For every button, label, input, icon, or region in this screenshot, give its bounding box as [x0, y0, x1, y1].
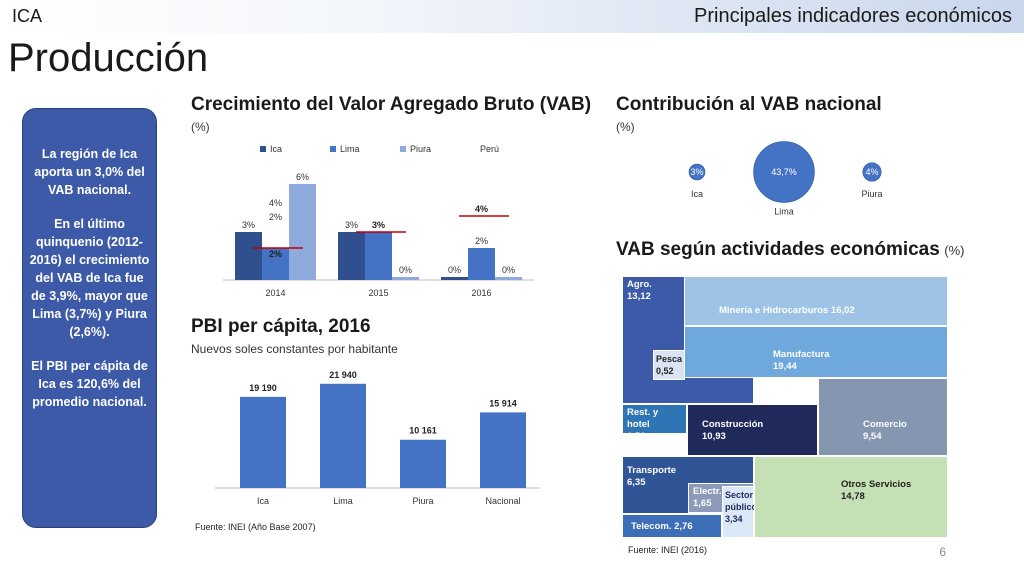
bubble-label-ica: Ica [691, 189, 703, 199]
data-label-ica-2016: 0% [448, 265, 461, 275]
treemap-cell-sector-publico: Sector público 3,34 [722, 486, 757, 538]
data-label-piura-2016: 0% [502, 265, 515, 275]
region-label: ICA [12, 6, 43, 26]
pbi-source: Fuente: INEI (Año Base 2007) [195, 522, 316, 532]
summary-paragraph-2: En el último quinquenio (2012-2016) el c… [29, 217, 150, 339]
top-header-bar [0, 0, 1024, 33]
x-tick-2015: 2015 [368, 288, 388, 298]
pbi-value-ica: 19 190 [249, 383, 277, 393]
legend-label-piura: Piura [410, 144, 431, 154]
peru-label-2014: 2% [269, 249, 282, 259]
bar-lima-2014 [262, 248, 289, 280]
data-label-lima-2016: 2% [475, 236, 488, 246]
bubble-label-lima: Lima [774, 206, 794, 216]
bar-lima-2015 [365, 232, 392, 280]
summary-paragraph-3: El PBI per cápita de Ica es 120,6% del p… [31, 359, 148, 409]
vab-contrib-subtitle: (%) [616, 120, 635, 134]
pbi-tick-nacional: Nacional [485, 496, 520, 506]
pbi-bar-ica [240, 396, 286, 488]
data-label-lima-2015: 3% [372, 220, 385, 230]
header-title: Principales indicadores económicos [694, 5, 1012, 27]
pbi-bar-nacional [480, 412, 526, 488]
x-tick-2014: 2014 [265, 288, 285, 298]
x-tick-2016: 2016 [471, 288, 491, 298]
pbi-tick-lima: Lima [333, 496, 353, 506]
page-number: 6 [939, 545, 946, 559]
treemap-cell-manufactura: Manufactura 19,44 [684, 326, 948, 378]
vab-contribution-chart: 3% Ica 43,7% Lima 4% Piura [688, 141, 883, 216]
pbi-tick-ica: Ica [257, 496, 269, 506]
data-label-ica-2015: 3% [345, 220, 358, 230]
page-title: Producción [8, 36, 209, 80]
bar-piura-2014 [289, 184, 316, 280]
pbi-subtitle: Nuevos soles constantes por habitante [191, 342, 398, 356]
legend-swatch-ica [260, 146, 266, 152]
bar-ica-2015 [338, 232, 365, 280]
legend-label-ica: Ica [270, 144, 282, 154]
data-label-piura-2015: 0% [399, 265, 412, 275]
peru-label-2016: 4% [475, 204, 488, 214]
treemap-title: VAB según actividades económicas [616, 239, 940, 260]
summary-paragraph-1: La región de Ica aporta un 3,0% del VAB … [34, 147, 145, 197]
bar-ica-2016 [441, 277, 468, 280]
bubble-value-ica: 3% [690, 167, 703, 177]
pbi-tick-piura: Piura [412, 496, 433, 506]
bubble-lima [753, 141, 815, 203]
bar-piura-2015 [392, 277, 419, 280]
treemap-cell-telecom: Telecom. 2,76 [622, 514, 722, 538]
pbi-title: PBI per cápita, 2016 [191, 316, 371, 337]
pbi-per-capita-chart: 19 190 Ica 21 940 Lima 10 161 Piura 15 914 Naci… [215, 370, 540, 506]
data-label-lima-2014: 2% [269, 212, 282, 222]
data-label-ica-2014: 3% [242, 220, 255, 230]
data-label-piura-2014: 6% [296, 172, 309, 182]
pbi-value-piura: 10 161 [409, 426, 437, 436]
treemap-heading: VAB según actividades económicas (%) [616, 239, 965, 261]
bar-lima-2016 [468, 248, 495, 280]
legend-swatch-lima [330, 146, 336, 152]
pbi-bar-piura [400, 439, 446, 488]
vab-growth-title: Crecimiento del Valor Agregado Bruto (VA… [191, 94, 592, 115]
bubble-value-lima: 43,7% [771, 167, 797, 177]
legend-label-perú: Perú [480, 144, 499, 154]
pbi-value-nacional: 15 914 [489, 398, 517, 408]
bubble-piura [862, 162, 882, 182]
legend-label-lima: Lima [340, 144, 360, 154]
treemap-cell-otros-servicios: Otros Servicios 14,78 [754, 456, 948, 538]
bar-piura-2016 [495, 277, 522, 280]
vab-contrib-title: Contribución al VAB nacional [616, 94, 882, 115]
summary-box: La región de Ica aporta un 3,0% del VAB … [22, 108, 157, 528]
treemap-cell-construccion: Construcción 10,93 [687, 404, 818, 456]
bubble-label-piura: Piura [861, 189, 882, 199]
vab-activities-treemap: Agro. 13,12 Minería e Hidrocarburos 16,02… [622, 276, 948, 538]
bubble-ica [688, 163, 706, 181]
treemap-cell-comercio: Comercio 9,54 [818, 378, 948, 456]
pbi-bar-lima [320, 383, 366, 488]
vab-growth-subtitle: (%) [191, 120, 210, 134]
treemap-source: Fuente: INEI (2016) [628, 545, 708, 555]
bubble-value-piura: 4% [865, 167, 878, 177]
treemap-unit: (%) [944, 243, 965, 258]
bar-ica-2014 [235, 232, 262, 280]
legend-swatch-piura [400, 146, 406, 152]
data-label-extra: 4% [269, 198, 282, 208]
treemap-cell-pesca: Pesca 0,52 [653, 350, 685, 380]
treemap-cell-rest-hotel: Rest. y hotel 1,56 [622, 404, 687, 442]
pbi-value-lima: 21 940 [329, 370, 357, 380]
vab-growth-chart: Ica Lima Piura Perú 3% 2% 6% 2% 2014 3% 3% 0% 2015 0%… [223, 144, 534, 298]
treemap-cell-mineria: Minería e Hidrocarburos 16,02 [684, 276, 948, 326]
